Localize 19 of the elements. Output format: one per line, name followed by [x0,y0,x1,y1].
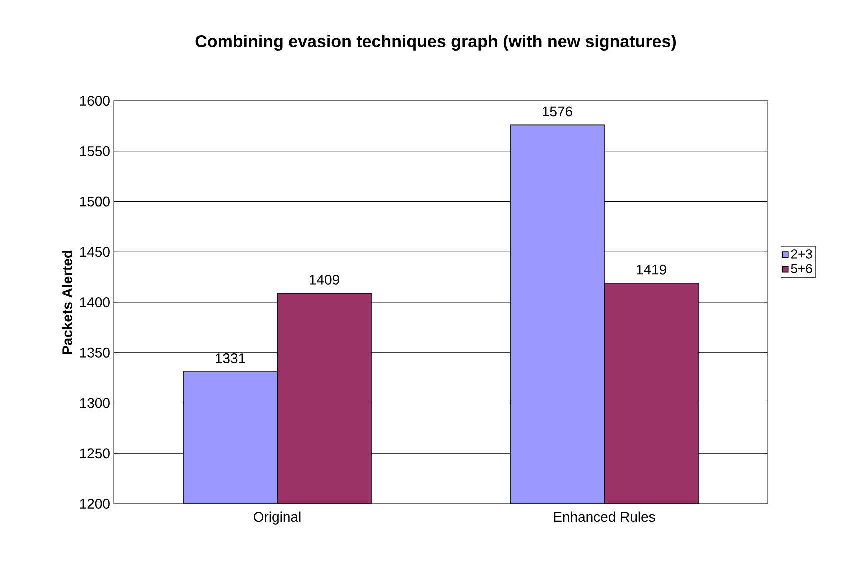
legend-label: 2+3 [791,250,812,259]
y-tick-label: 1500 [80,196,110,207]
data-label: 1419 [637,264,666,275]
data-label: 1576 [543,106,572,117]
data-label: 1409 [310,274,340,285]
y-tick-label: 1250 [80,448,110,459]
y-tick-label: 1300 [80,398,110,408]
y-tick-label: 1600 [80,96,110,106]
x-tick-label: Enhanced Rules [554,512,656,522]
y-tick-label: 1550 [80,146,110,156]
y-tick-label: 1400 [80,298,110,308]
y-tick-label: 1350 [80,348,110,358]
chart-title: Combining evasion techniques graph (with new signatures) [196,35,676,51]
legend-label: 5+6 [791,264,812,274]
y-axis-title: Packets Alerted [62,250,72,354]
y-tick-label: 1200 [80,499,110,509]
x-tick-label: Original [254,512,301,525]
data-label: 1331 [216,354,246,364]
y-tick-label: 1450 [80,247,110,258]
